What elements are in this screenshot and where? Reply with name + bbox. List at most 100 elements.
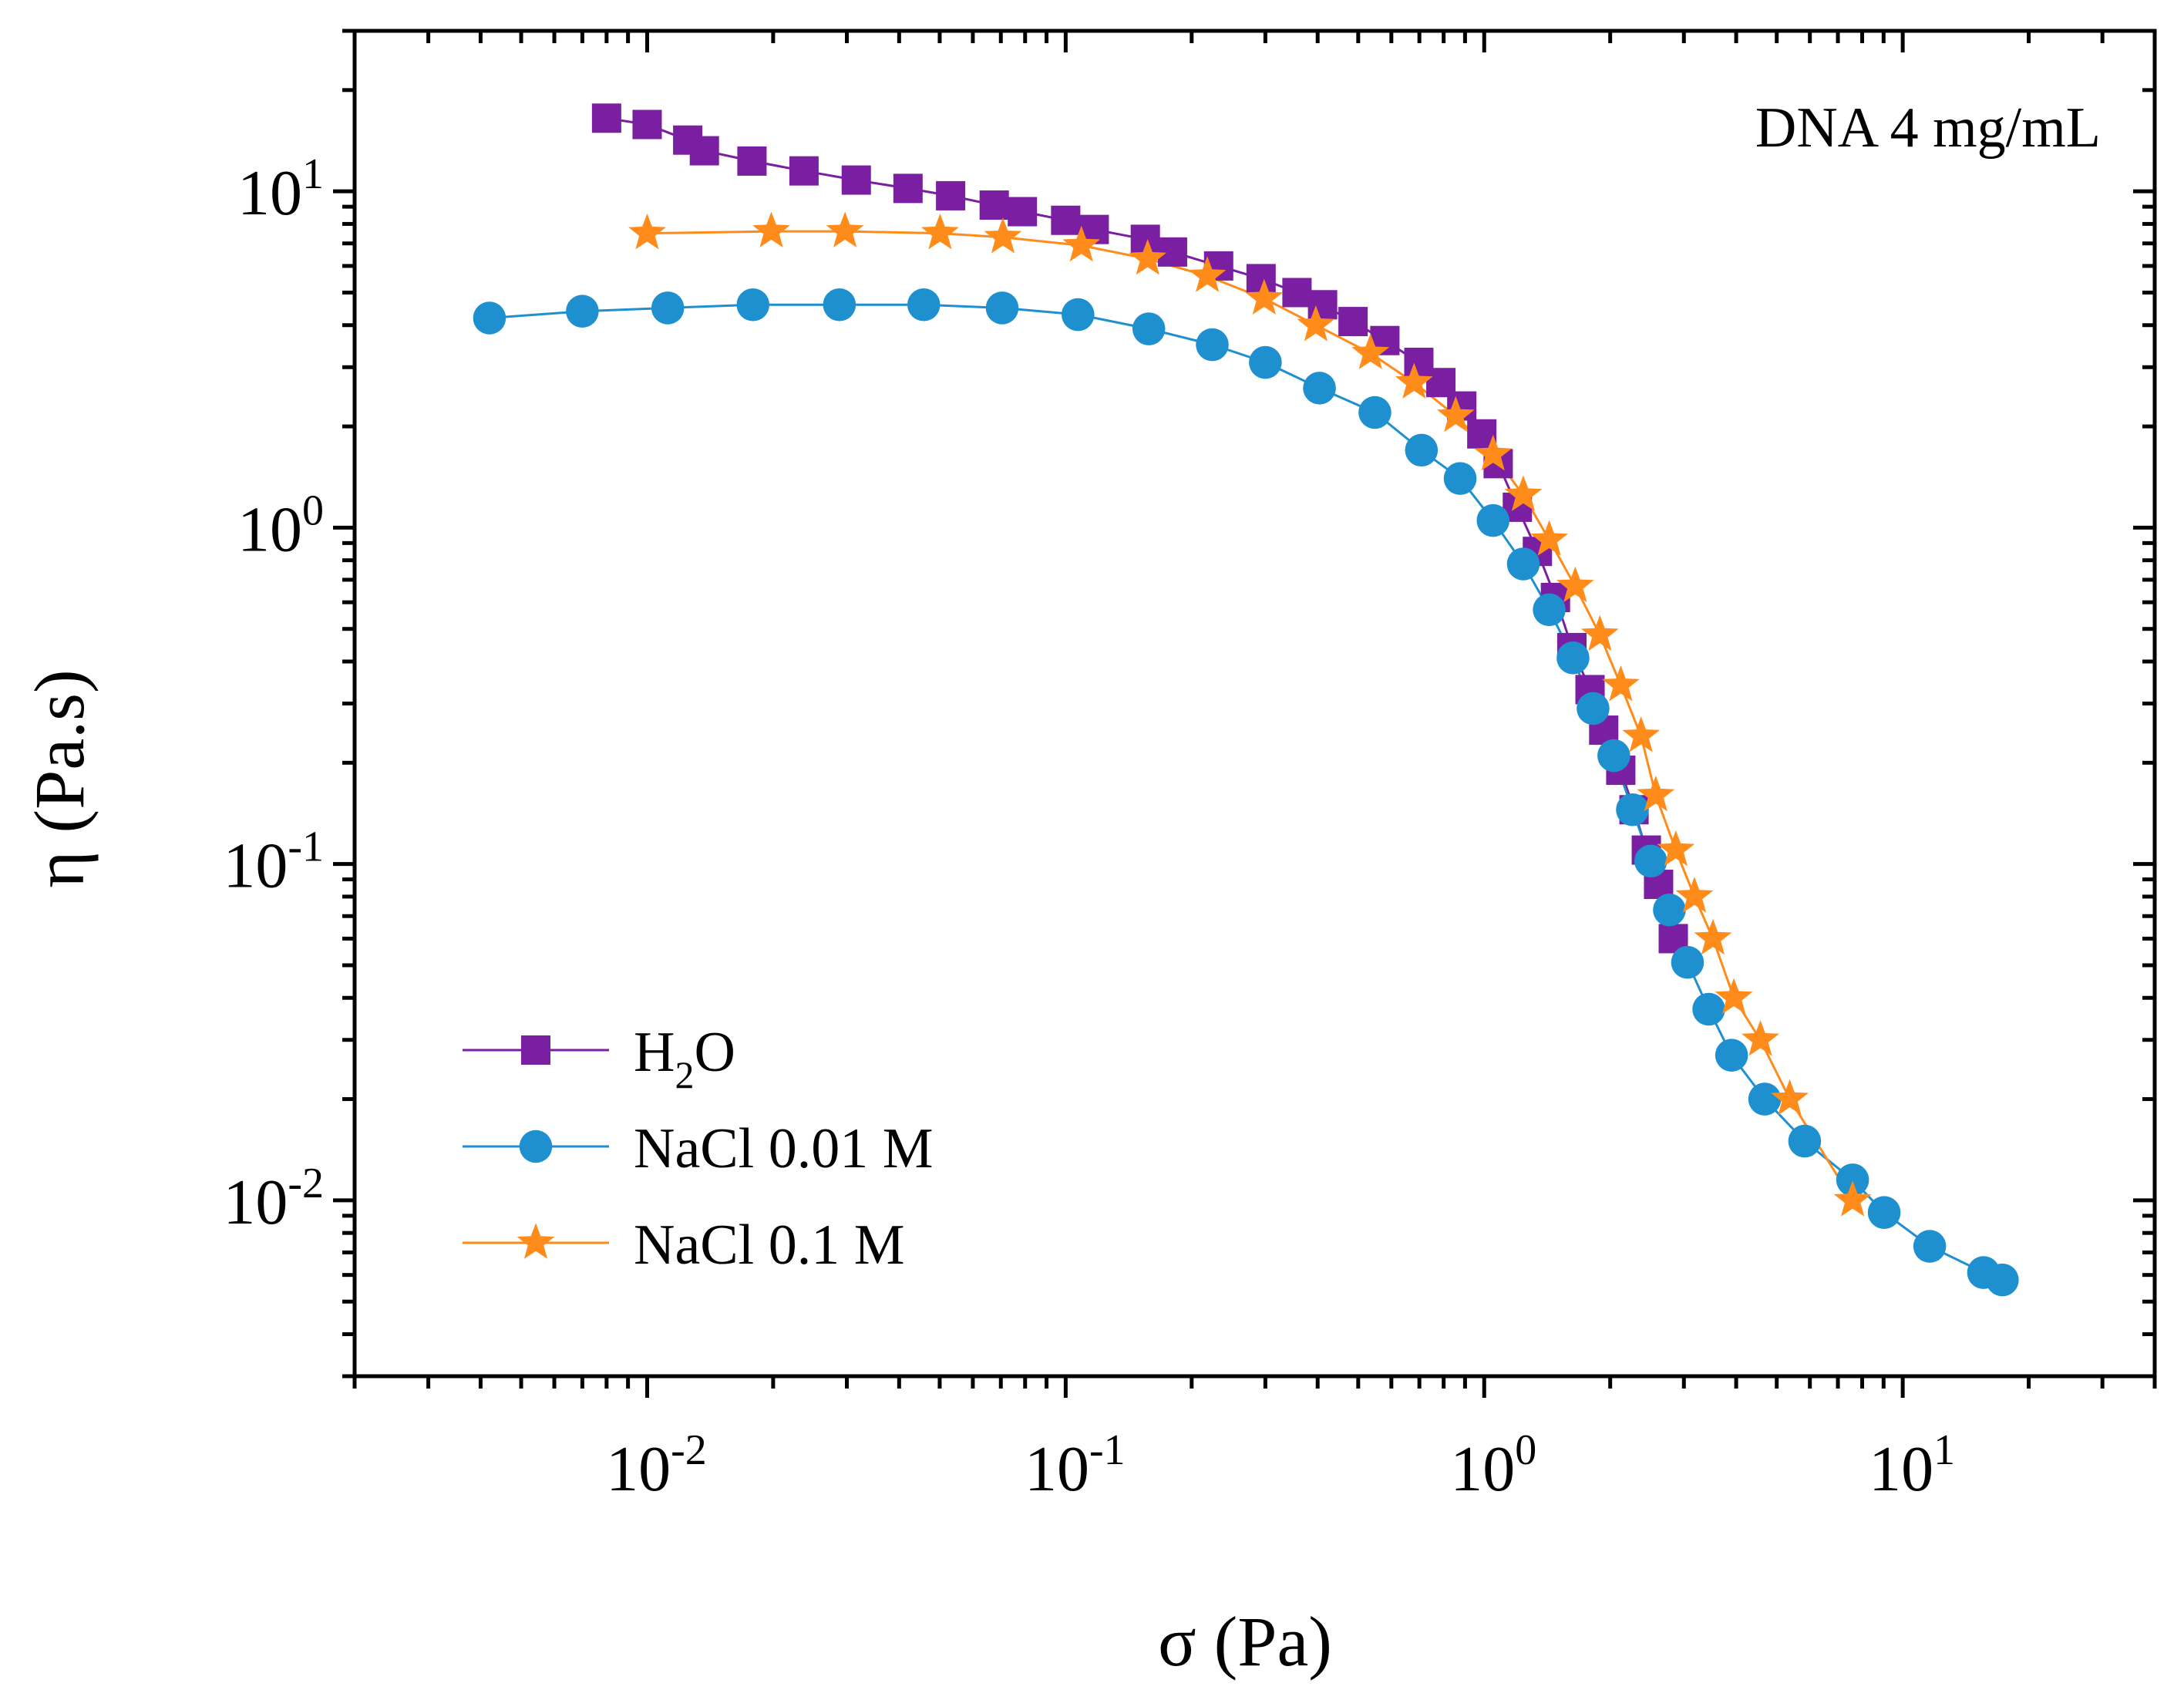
data-point [907,288,941,322]
data-point [1580,614,1619,651]
data-point [1715,978,1753,1014]
data-point [985,291,1019,325]
data-point [651,291,685,325]
series-line-3 [647,230,1854,1201]
data-point [1245,278,1284,315]
series-markers [473,103,2019,1297]
data-point [1602,665,1640,702]
data-point [1833,1180,1872,1217]
data-point [1196,328,1229,362]
legend-item-2: NaCl 0.01 M [463,1117,934,1180]
legend-marker [519,1129,553,1163]
data-point [1867,1196,1901,1229]
plot-area [473,103,2019,1297]
x-tick-label: 100 [1450,1426,1536,1505]
legend-marker [521,1035,550,1065]
data-point [1395,362,1433,399]
series-3-points [628,211,1872,1217]
data-point [1358,396,1392,429]
data-point [1476,503,1510,537]
data-point [1249,345,1282,379]
data-point [1597,739,1630,773]
data-point [1748,1082,1782,1116]
axes: 10-2 10-1 100 101 10-2 10-1 100 101 [223,29,2157,1505]
plot-frame [352,29,2157,1379]
data-point [1405,433,1439,467]
legend-marker [517,1223,555,1259]
data-point [1657,830,1695,867]
data-point [1556,566,1594,602]
data-point [1533,593,1566,627]
data-point [1188,256,1227,292]
data-point [1653,893,1686,927]
data-point [1051,205,1081,235]
data-point [1504,475,1543,511]
data-point [1062,225,1101,262]
data-point [1474,434,1513,471]
legend-label: NaCl 0.1 M [634,1214,905,1277]
legend-label: NaCl 0.01 M [634,1117,934,1180]
data-point [632,109,662,140]
data-point [893,173,923,204]
data-point [1788,1124,1822,1158]
data-point [1556,641,1590,675]
data-point [628,214,666,250]
data-point [737,146,767,176]
legend-label: H2O [634,1021,735,1096]
data-point [1692,992,1725,1026]
data-point [1443,462,1477,495]
data-point [1297,305,1335,342]
x-tick-label: 10-1 [1025,1426,1126,1505]
data-point [566,295,599,328]
legend-item-3: NaCl 0.1 M [463,1214,905,1277]
x-tick-label: 10-2 [606,1426,707,1505]
x-tick-label: 101 [1869,1426,1955,1505]
data-point [473,301,506,335]
data-point [1637,775,1675,812]
data-point [1129,239,1167,275]
series-2-points [473,288,2019,1297]
chart-annotation: DNA 4 mg/mL [1755,96,2101,160]
data-point [1351,333,1390,369]
data-point [979,190,1009,221]
data-point [1577,692,1610,725]
y-axis-label: η (Pa.s) [20,669,99,887]
data-point [823,288,856,322]
data-point [841,165,871,195]
legend: H2O NaCl 0.01 M NaCl 0.1 M [463,1021,934,1277]
data-point [1986,1263,2019,1297]
data-point [1771,1079,1809,1116]
data-point [1671,945,1704,979]
data-point [1338,307,1368,337]
data-point [1530,520,1568,556]
series-line-2 [489,303,2003,1281]
data-point [1303,372,1336,405]
y-tick-label: 100 [237,486,324,565]
data-point [936,180,966,210]
data-point [826,211,864,247]
data-point [1675,877,1714,913]
data-point [1436,396,1475,433]
y-tick-label: 10-2 [223,1160,324,1238]
data-point [1282,278,1312,308]
data-point [1506,547,1540,581]
data-point [1132,312,1166,345]
data-point [921,214,959,250]
data-point [1616,793,1649,826]
data-point [1008,197,1038,227]
data-point [689,136,719,166]
data-point [1741,1020,1779,1056]
data-point [1836,1163,1869,1197]
data-point [752,211,790,247]
data-point [789,156,819,186]
data-point [1694,918,1732,955]
x-axis-label: σ (Pa) [1158,1602,1332,1681]
data-point [1913,1230,1947,1263]
data-point [1634,844,1667,878]
data-point [1062,298,1095,332]
data-point [984,217,1022,254]
legend-item-1: H2O [463,1021,735,1096]
data-point [1157,237,1187,267]
y-tick-label: 101 [237,150,324,229]
